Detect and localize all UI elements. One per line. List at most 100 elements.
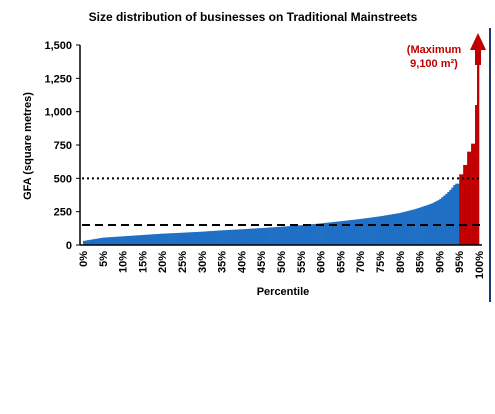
bar-top-percentile xyxy=(467,151,472,245)
bar-bulk xyxy=(318,223,321,245)
bar-bulk xyxy=(308,224,311,245)
bar-bulk xyxy=(193,232,197,245)
bar-bulk xyxy=(84,240,88,245)
bar-bulk xyxy=(332,222,335,245)
bar-bulk xyxy=(207,231,211,245)
x-tick-label: 65% xyxy=(335,251,347,273)
bar-bulk xyxy=(142,234,145,245)
bar-bulk xyxy=(247,228,250,245)
bar-bulk xyxy=(381,215,385,245)
bar-bulk xyxy=(269,227,272,245)
y-tick-label: 250 xyxy=(54,207,72,219)
bar-bulk xyxy=(288,226,292,245)
bar-bulk xyxy=(344,220,347,245)
bar-bulk xyxy=(316,223,319,245)
bar-bulk xyxy=(261,228,264,245)
bar-bulk xyxy=(433,202,436,245)
bar-bulk xyxy=(387,214,391,245)
bar-bulk xyxy=(98,238,102,245)
x-tick-label: 75% xyxy=(375,251,387,273)
annotation-line-2: 9,100 m²) xyxy=(410,58,458,70)
bar-bulk xyxy=(235,229,238,245)
bar-bulk xyxy=(413,209,416,245)
bar-bulk xyxy=(447,192,450,245)
bar-bulk xyxy=(233,229,236,245)
y-ticks: 0 250 500 750 1,000 1,250 1,500 xyxy=(44,40,80,252)
bar-bulk xyxy=(354,219,357,245)
bar-top-percentile xyxy=(471,143,476,245)
bar-bulk xyxy=(302,224,306,245)
bar-bulk xyxy=(122,236,125,245)
bar-top-percentile xyxy=(463,165,468,245)
bar-bulk xyxy=(449,190,452,245)
bar-bulk xyxy=(213,230,216,245)
bar-bulk xyxy=(178,232,181,245)
bar-bulk xyxy=(154,234,157,245)
bar-bulk xyxy=(451,187,454,245)
bar-bulk xyxy=(83,240,86,245)
bar-bulk xyxy=(229,229,232,245)
bar-bulk xyxy=(187,232,191,245)
bar-bulk xyxy=(360,218,363,245)
x-tick-label: 20% xyxy=(157,251,169,273)
bar-bulk xyxy=(112,236,115,245)
bar-bulk xyxy=(126,236,129,245)
bar-bulk xyxy=(176,232,179,245)
bar-bulk xyxy=(263,227,266,245)
maximum-annotation: (Maximum 9,100 m²) xyxy=(407,44,462,70)
bar-bulk xyxy=(140,235,143,245)
chart-title: Size distribution of businesses on Tradi… xyxy=(89,10,418,24)
bar-bulk xyxy=(118,236,121,245)
bar-bulk xyxy=(419,207,422,245)
bar-bulk xyxy=(174,233,177,245)
bar-bulk xyxy=(336,221,339,245)
bar-bulk xyxy=(166,233,169,245)
bar-bulk xyxy=(138,235,141,245)
bar-bulk xyxy=(217,230,220,245)
bar-bulk xyxy=(383,215,387,245)
bar-bulk xyxy=(197,231,201,245)
annotation-line-1: (Maximum xyxy=(407,44,462,56)
bar-bulk xyxy=(403,211,407,245)
bar-bulk xyxy=(340,221,343,245)
bar-bulk xyxy=(148,234,151,245)
bar-bulk xyxy=(265,227,268,245)
bar-bulk xyxy=(376,216,379,245)
bar-bulk xyxy=(284,226,288,245)
bar-bulk xyxy=(271,227,274,245)
bar-bulk xyxy=(88,239,92,245)
bars-group xyxy=(83,65,480,245)
bar-bulk xyxy=(397,213,401,245)
bar-bulk xyxy=(370,217,373,245)
bar-bulk xyxy=(281,226,284,245)
bar-bulk xyxy=(128,235,131,245)
bar-bulk xyxy=(445,193,448,245)
bar-bulk xyxy=(215,230,218,245)
bar-bulk xyxy=(245,228,248,245)
bar-bulk xyxy=(134,235,137,245)
bar-bulk xyxy=(170,233,173,245)
bar-bulk xyxy=(199,231,203,245)
bar-bulk xyxy=(366,218,369,245)
bar-bulk xyxy=(100,237,104,245)
bar-bulk xyxy=(401,212,405,245)
bar-bulk xyxy=(239,229,242,245)
bar-bulk xyxy=(203,231,207,245)
bar-bulk xyxy=(162,233,165,245)
bar-bulk xyxy=(146,234,149,245)
x-tick-label: 60% xyxy=(316,251,328,273)
bar-bulk xyxy=(185,232,189,245)
bar-bulk xyxy=(108,237,112,245)
bar-bulk xyxy=(405,211,409,245)
x-tick-label: 15% xyxy=(137,251,149,273)
bar-bulk xyxy=(120,236,123,245)
x-tick-label: 5% xyxy=(98,251,110,267)
arrow-head xyxy=(470,33,487,50)
y-tick-label: 1,000 xyxy=(44,107,72,119)
bar-bulk xyxy=(104,237,108,245)
bar-bulk xyxy=(90,239,94,245)
bar-bulk xyxy=(298,225,302,245)
maximum-arrow xyxy=(470,33,487,65)
x-tick-label: 40% xyxy=(236,251,248,273)
